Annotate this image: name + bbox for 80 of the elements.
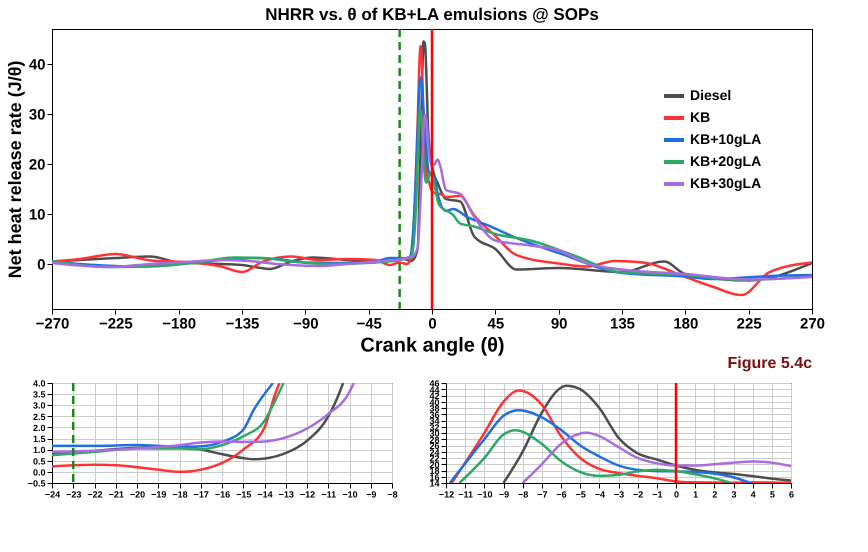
caption: Figure 5.4c [728, 355, 812, 372]
x-tick-label: −45 [356, 316, 382, 332]
line-series [521, 431, 791, 483]
x-tick-label: −8 [387, 490, 398, 500]
x-tick-label: −2 [633, 490, 644, 500]
x-tick-label: 90 [550, 316, 568, 332]
x-tick-label: −3 [614, 490, 624, 500]
y-axis-title: Net heat release rate (J/θ) [4, 60, 25, 278]
x-tick-label: −13 [278, 490, 294, 500]
y-tick-label: 34 [429, 416, 440, 426]
x-tick-label: −8 [518, 490, 528, 500]
y-tick-label: 14 [429, 478, 440, 488]
x-tick-label: −6 [556, 490, 567, 500]
x-tick-label: −7 [537, 490, 548, 500]
x-tick-label: 45 [487, 316, 504, 332]
x-tick-label: 5 [770, 490, 775, 500]
x-tick-label: 0 [674, 490, 680, 500]
x-tick-label: −225 [98, 316, 133, 332]
x-tick-label: −19 [151, 490, 166, 500]
y-tick-label: 3.5 [32, 390, 46, 400]
x-tick-label: −16 [214, 490, 230, 500]
y-tick-label: 40 [28, 56, 46, 74]
x-tick-label: 135 [610, 316, 636, 332]
x-tick-label: −9 [498, 490, 510, 500]
line-series [52, 383, 281, 474]
legend-label: Diesel [690, 87, 732, 103]
y-tick-label: 1.5 [32, 434, 46, 444]
x-tick-label: −10 [342, 490, 358, 500]
x-tick-label: 3 [731, 490, 737, 500]
y-tick-label: 38 [429, 404, 440, 414]
x-tick-label: −1 [652, 490, 662, 500]
x-tick-label: 6 [788, 490, 794, 500]
x-tick-label: 270 [800, 316, 826, 332]
legend-label: KB+10gLA [690, 131, 762, 147]
x-tick-label: −180 [162, 316, 196, 332]
x-tick-label: 4 [750, 490, 756, 500]
x-tick-label: −14 [257, 490, 273, 500]
y-tick-label: 0.0 [32, 467, 46, 478]
y-tick-label: 1.0 [32, 445, 46, 456]
y-tick-label: 4.0 [32, 378, 46, 388]
y-tick-label: 0.5 [32, 456, 46, 466]
x-tick-label: −135 [226, 316, 260, 332]
x-tick-label: 1 [693, 490, 698, 500]
x-tick-label: −18 [172, 490, 188, 500]
x-tick-label: −9 [366, 490, 376, 500]
x-tick-label: −22 [87, 490, 103, 500]
x-tick-label: −90 [293, 316, 319, 332]
y-tick-label: 10 [28, 206, 46, 224]
x-tick-label: −21 [108, 490, 124, 500]
y-tick-label: −0.5 [28, 478, 46, 488]
y-tick-label: 3.0 [32, 400, 46, 411]
legend-label: KB+20gLA [690, 153, 762, 169]
x-tick-label: 225 [736, 316, 762, 332]
x-tick-label: −20 [130, 490, 146, 500]
x-tick-label: −24 [44, 490, 60, 500]
y-tick-label: 46 [429, 378, 440, 388]
x-tick-label: −5 [576, 490, 586, 500]
x-tick-label: −12 [438, 490, 454, 500]
x-tick-label: −17 [194, 490, 209, 500]
x-tick-label: 2 [712, 490, 718, 500]
x-tick-label: −23 [66, 490, 82, 500]
chart-title: NHRR vs. θ of KB+LA emulsions @ SOPs [265, 4, 599, 24]
y-tick-label: 0 [37, 256, 46, 274]
x-tick-label: −11 [458, 490, 474, 500]
legend-label: KB [690, 109, 710, 125]
y-tick-label: 20 [28, 156, 46, 174]
legend-label: KB+30gLA [690, 175, 762, 191]
x-tick-label: −12 [300, 490, 316, 500]
line-series [502, 384, 791, 483]
x-tick-label: −15 [236, 490, 252, 500]
x-tick-label: 180 [673, 316, 698, 332]
x-tick-label: −10 [477, 490, 492, 500]
y-tick-label: 30 [28, 106, 46, 124]
x-axis-title: Crank angle (θ) [360, 334, 505, 356]
x-tick-label: −4 [594, 490, 605, 500]
y-tick-label: 2.5 [32, 412, 46, 422]
y-tick-label: 2.0 [32, 422, 46, 433]
line-series [458, 428, 733, 483]
x-tick-label: −11 [321, 490, 336, 500]
x-tick-label: −270 [36, 316, 70, 332]
